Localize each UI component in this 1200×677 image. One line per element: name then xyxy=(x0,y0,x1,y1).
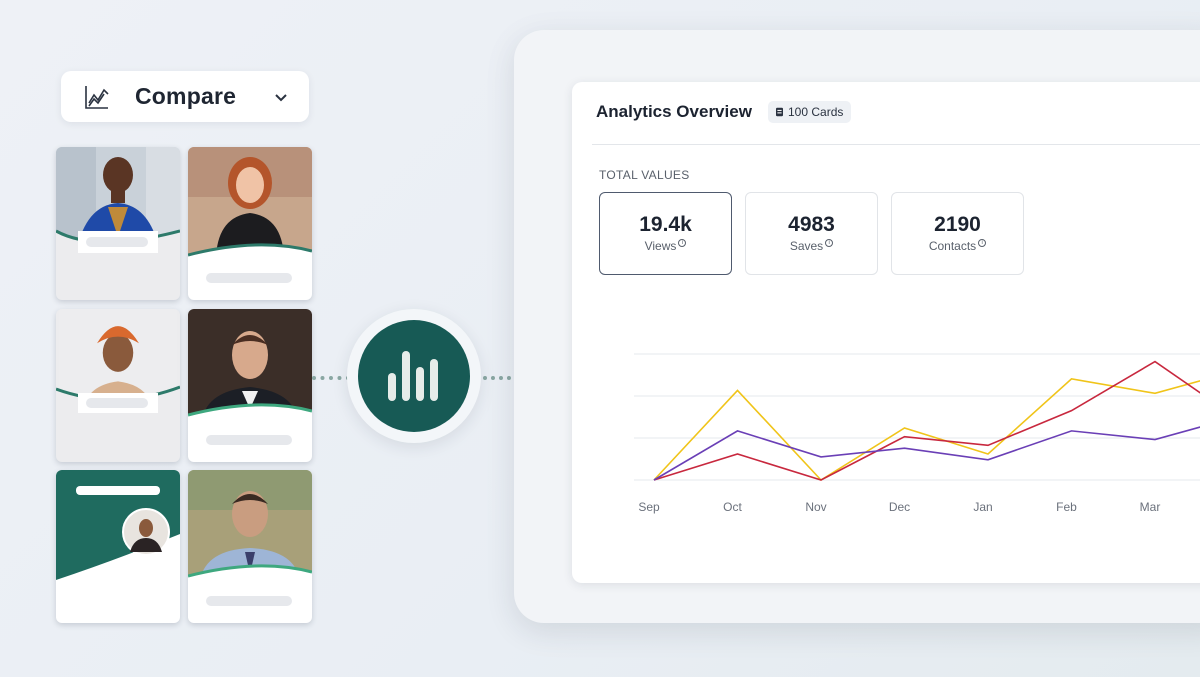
series-line xyxy=(653,426,1200,481)
compare-label: Compare xyxy=(135,83,237,109)
x-tick-label: Dec xyxy=(889,500,910,514)
profile-card[interactable] xyxy=(188,309,312,462)
stat-value: 2190 xyxy=(934,213,981,236)
profile-card[interactable] xyxy=(188,147,312,300)
x-tick-label: Jan xyxy=(973,500,992,514)
line-chart-icon xyxy=(85,85,109,109)
chevron-down-icon[interactable] xyxy=(273,89,289,105)
line-chart: Sep Oct Nov Dec Jan Feb Mar xyxy=(634,353,1200,514)
x-tick-label: Oct xyxy=(723,500,742,514)
stat-views[interactable]: 19.4k Views i xyxy=(599,192,732,275)
x-tick-label: Feb xyxy=(1056,500,1077,514)
analytics-hub[interactable] xyxy=(347,309,481,443)
stat-value: 4983 xyxy=(788,213,835,236)
stat-label: Views xyxy=(644,239,677,253)
panel-title: Analytics Overview xyxy=(596,102,752,121)
profile-card[interactable] xyxy=(188,470,312,623)
info-icon[interactable]: i xyxy=(678,239,687,247)
info-icon[interactable]: i xyxy=(825,239,834,247)
x-tick-label: Mar xyxy=(1140,500,1161,514)
profile-card[interactable] xyxy=(56,309,180,462)
x-tick-label: Sep xyxy=(638,500,660,514)
cards-icon xyxy=(776,107,783,117)
connector-left xyxy=(312,376,350,380)
info-icon[interactable]: i xyxy=(978,239,987,247)
stat-saves[interactable]: 4983 Saves i xyxy=(745,192,878,275)
stat-label: Saves xyxy=(789,239,824,253)
stat-contacts[interactable]: 2190 Contacts i xyxy=(891,192,1024,275)
badge-text: 100 Cards xyxy=(788,105,844,119)
compare-dropdown[interactable]: Compare xyxy=(61,71,309,122)
profile-card[interactable] xyxy=(56,470,180,623)
stat-label: Contacts xyxy=(928,239,977,253)
avatar xyxy=(122,508,170,556)
cards-badge: 100 Cards xyxy=(768,101,852,123)
analytics-panel: Analytics Overview 100 Cards TOTAL VALUE… xyxy=(572,82,1200,583)
bar-chart-icon xyxy=(388,351,438,401)
profile-photo xyxy=(188,147,312,257)
profile-card[interactable] xyxy=(56,147,180,300)
series-line xyxy=(653,360,1200,481)
x-tick-label: Nov xyxy=(805,500,826,514)
series-line xyxy=(653,378,1200,482)
stat-value: 19.4k xyxy=(639,213,692,236)
section-label: TOTAL VALUES xyxy=(599,168,690,182)
